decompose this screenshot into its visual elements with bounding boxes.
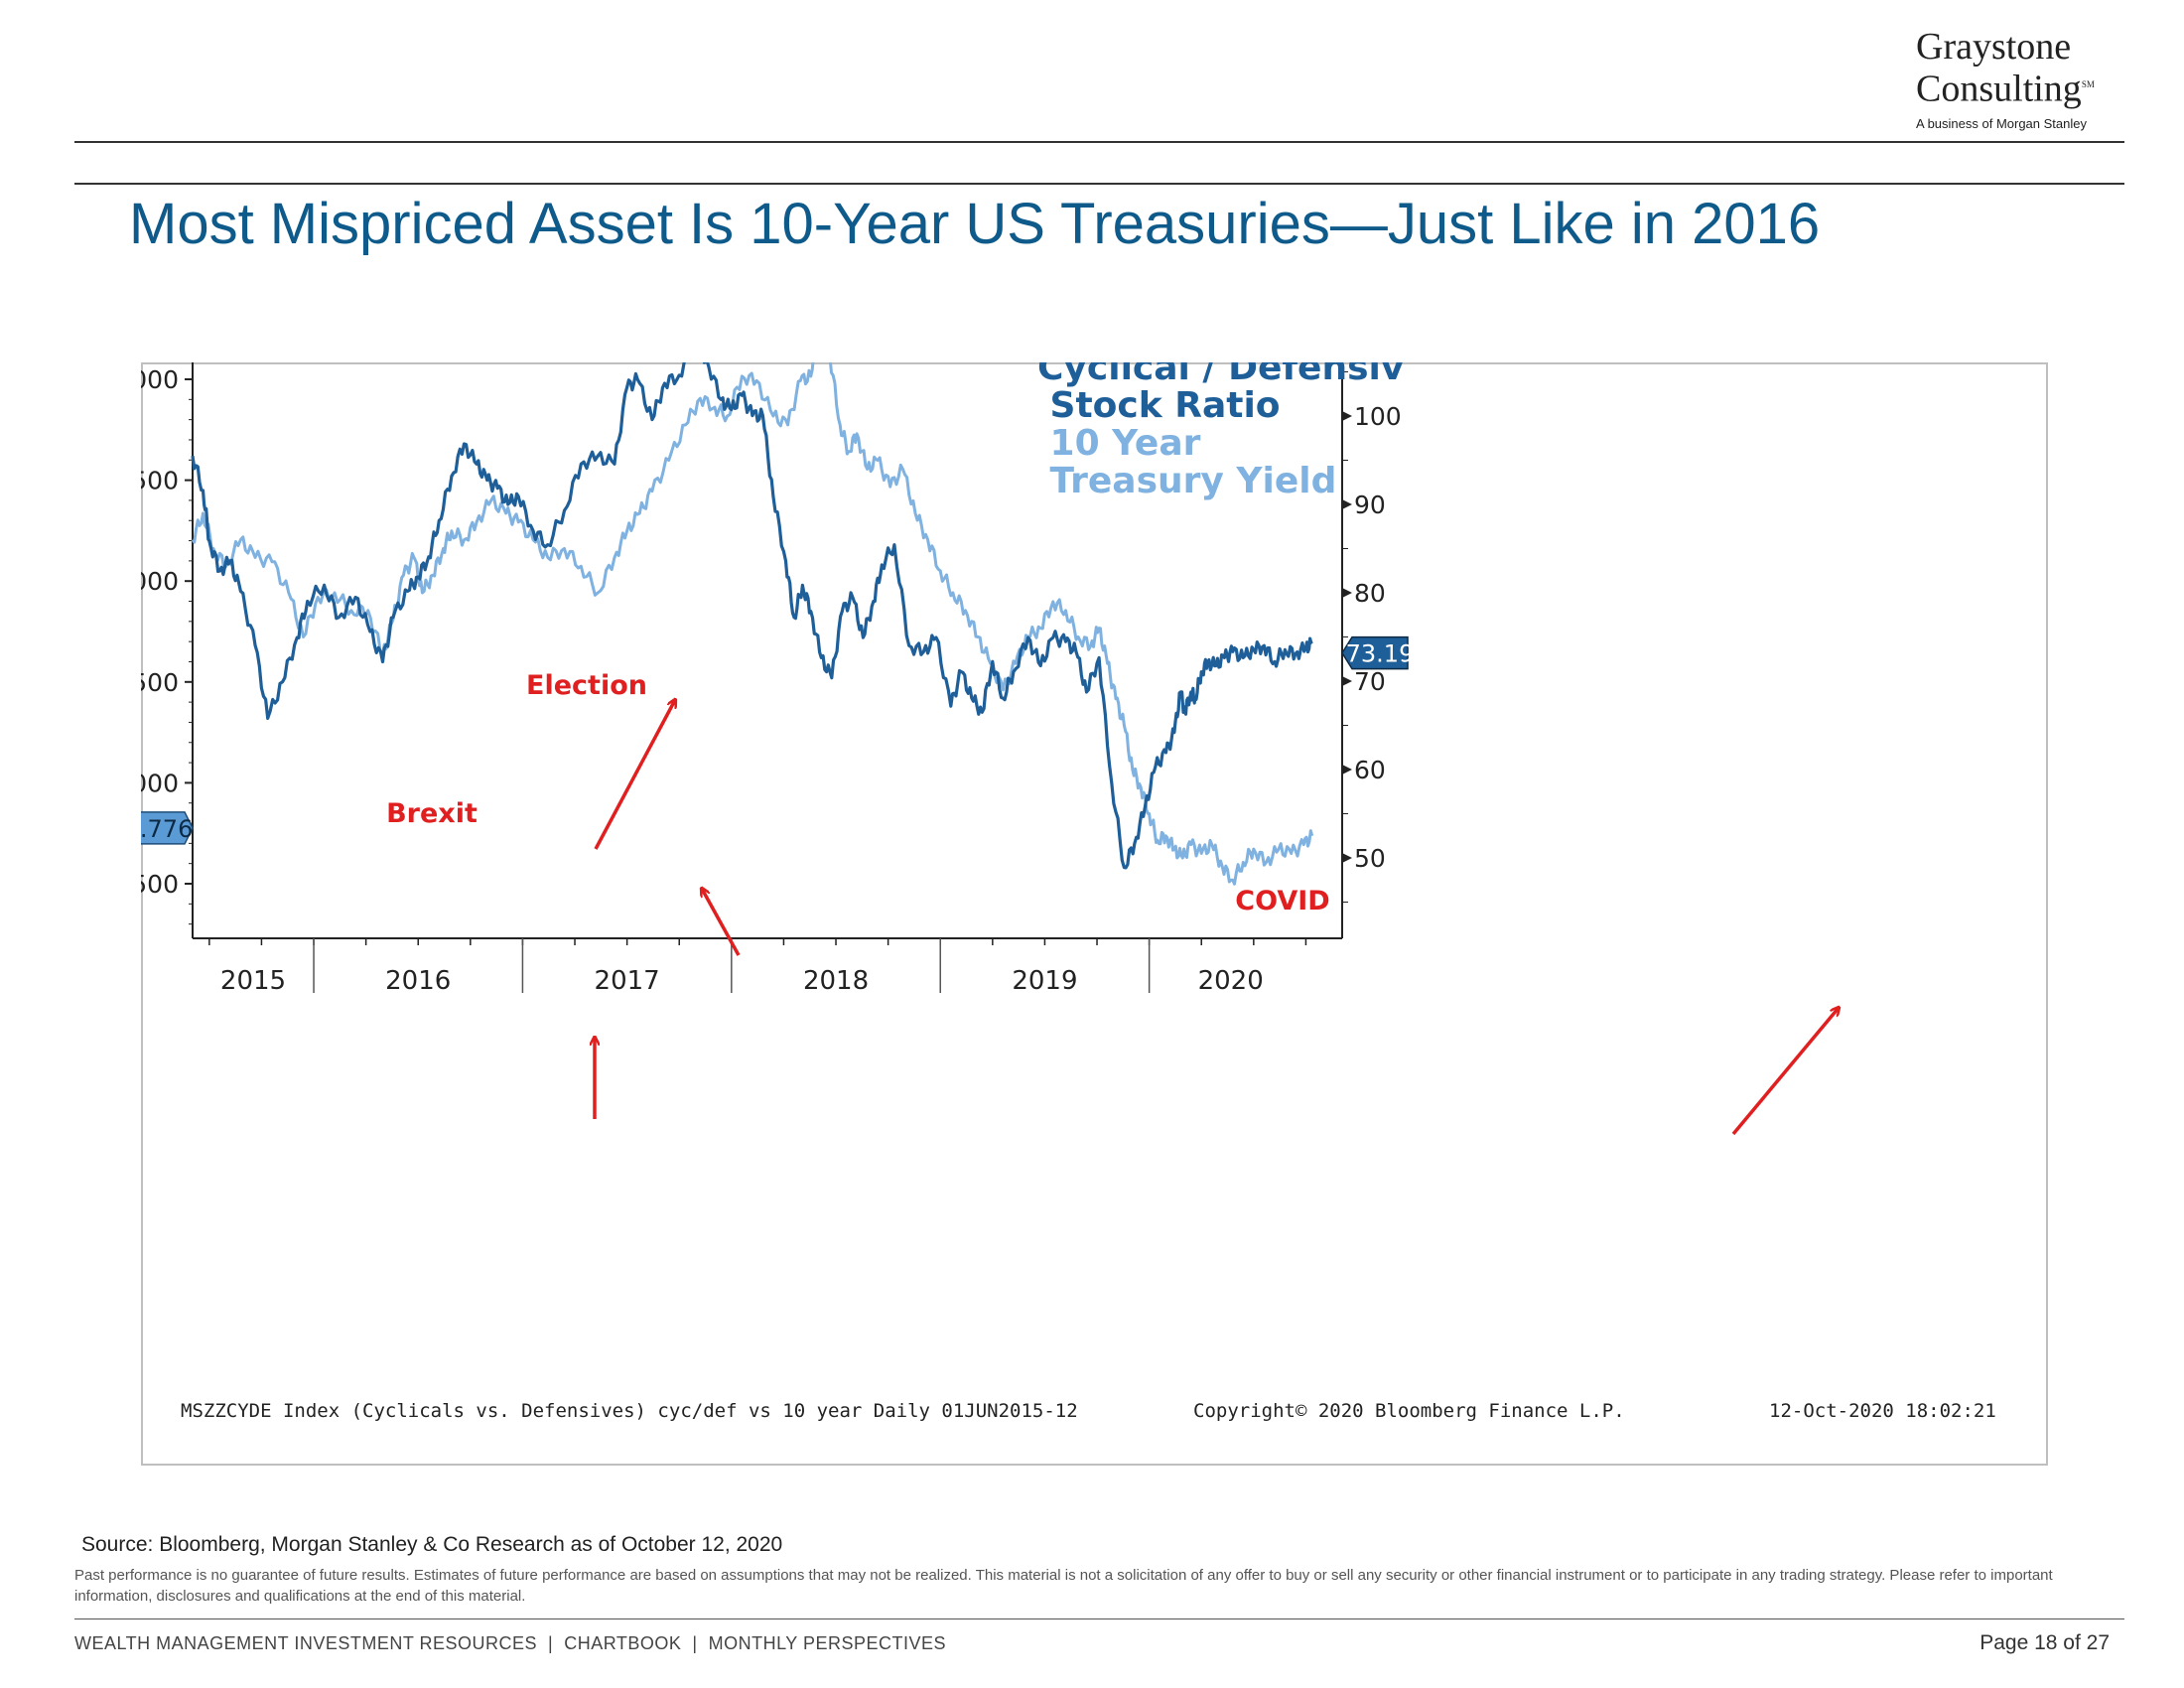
left-tick-label: 0.500 bbox=[141, 870, 179, 899]
footer-breadcrumb: WEALTH MANAGEMENT INVESTMENT RESOURCES |… bbox=[74, 1633, 946, 1653]
footer-divider bbox=[74, 1618, 2124, 1619]
legend-yield-line2: Treasury Yield bbox=[1037, 461, 1336, 501]
brand-logo: Graystone ConsultingSM A business of Mor… bbox=[1916, 28, 2115, 131]
header-divider-top bbox=[74, 141, 2124, 143]
chart-frame bbox=[141, 362, 2048, 1466]
right-tick-label: 50 bbox=[1354, 844, 1386, 873]
series-line-treasury-yield bbox=[191, 362, 1314, 886]
annotation-brexit: Brexit bbox=[386, 798, 478, 829]
right-tag-shape bbox=[1341, 635, 1409, 670]
brexit-to-election-arrow bbox=[594, 700, 675, 850]
logo-tagline: A business of Morgan Stanley bbox=[1916, 115, 2087, 131]
series-layer bbox=[191, 362, 1314, 886]
header-divider-bottom bbox=[74, 183, 2124, 185]
legend: Cyclical / Defensiv Stock Ratio 10 Year … bbox=[1037, 362, 1404, 501]
right-tick-label: 90 bbox=[1354, 491, 1386, 519]
right-tick-label: 100 bbox=[1354, 402, 1402, 431]
x-year-label: 2020 bbox=[1198, 966, 1264, 996]
left-tick-label: 2.000 bbox=[141, 567, 179, 596]
right-tag-value: 73.19 bbox=[1346, 640, 1415, 668]
chart-footnote-index: MSZZCYDE Index (Cyclicals vs. Defensives… bbox=[181, 1400, 1078, 1422]
disclaimer: Past performance is no guarantee of futu… bbox=[74, 1567, 2053, 1605]
right-tick-label: 60 bbox=[1354, 756, 1386, 784]
covid-arrow bbox=[1731, 1008, 1839, 1136]
x-year-label: 2015 bbox=[220, 966, 286, 996]
x-year-label: 2019 bbox=[1012, 966, 1077, 996]
legend-ratio-line2: Stock Ratio bbox=[1037, 385, 1281, 426]
annotation-covid: COVID bbox=[1235, 886, 1329, 916]
legend-ratio-line1: Cyclical / Defensiv bbox=[1037, 362, 1404, 388]
left-tick-label: 1.000 bbox=[141, 769, 179, 797]
logo-service-mark: SM bbox=[2081, 79, 2095, 89]
left-tag-value: 0.776 bbox=[141, 815, 193, 843]
right-last-value-tag: 73.19 bbox=[1341, 635, 1415, 670]
axes-layer: 3.0002.5002.0001.5001.0000.5000.77611010… bbox=[141, 362, 1414, 996]
left-tick-label: 1.500 bbox=[141, 668, 179, 697]
election-arrow bbox=[702, 889, 741, 956]
chart-svg: 3.0002.5002.0001.5001.0000.5000.77611010… bbox=[141, 362, 1996, 1422]
legend-yield-line1: 10 Year bbox=[1037, 423, 1201, 464]
source-note: Source: Bloomberg, Morgan Stanley & Co R… bbox=[81, 1533, 783, 1556]
x-year-label: 2016 bbox=[385, 966, 451, 996]
page-title: Most Mispriced Asset Is 10-Year US Treas… bbox=[129, 192, 1821, 256]
left-last-value-tag: 0.776 bbox=[141, 811, 194, 845]
chart-footnotes: MSZZCYDE Index (Cyclicals vs. Defensives… bbox=[181, 1400, 1996, 1422]
right-tick-label: 80 bbox=[1354, 579, 1386, 608]
page-number: Page 18 of 27 bbox=[1979, 1631, 2110, 1654]
series-line-cyclical-defensive bbox=[191, 362, 1313, 870]
annotations-layer: Brexit Election COVID bbox=[386, 670, 1839, 1136]
annotation-election: Election bbox=[526, 670, 647, 701]
left-tick-label: 3.000 bbox=[141, 365, 179, 394]
chart-footnote-copyright: Copyright© 2020 Bloomberg Finance L.P. bbox=[1193, 1400, 1625, 1422]
x-year-label: 2018 bbox=[803, 966, 869, 996]
left-tick-label: 2.500 bbox=[141, 467, 179, 495]
logo-line2: ConsultingSM bbox=[1916, 68, 2095, 110]
logo-line1: Graystone bbox=[1916, 26, 2072, 68]
left-tag-shape bbox=[141, 811, 194, 845]
chart-footnote-timestamp: 12-Oct-2020 18:02:21 bbox=[1769, 1400, 1996, 1422]
right-tick-label: 70 bbox=[1354, 667, 1386, 696]
x-year-label: 2017 bbox=[595, 966, 660, 996]
